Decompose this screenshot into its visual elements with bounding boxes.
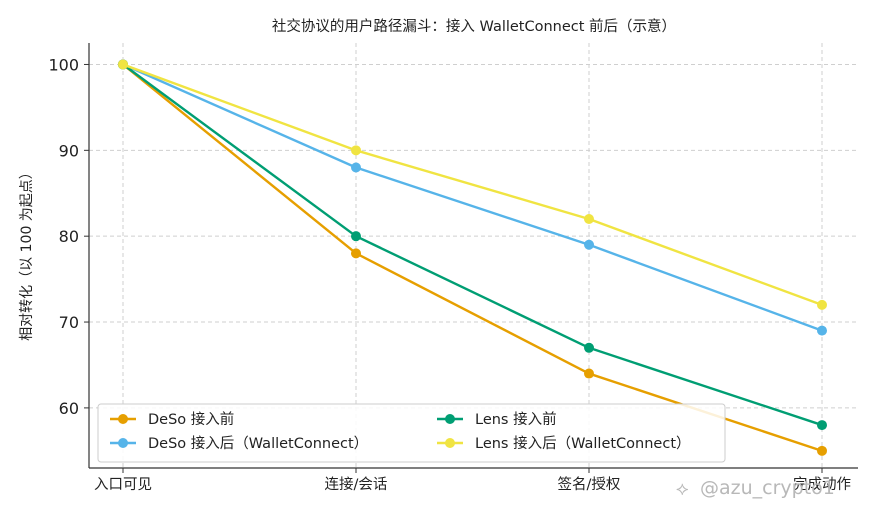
x-tick-label: 连接/会话: [325, 476, 388, 493]
y-tick-label: 60: [59, 399, 79, 418]
series-line: [122, 63, 823, 306]
data-point: [584, 368, 594, 379]
data-point: [351, 145, 361, 156]
series-line: [122, 63, 823, 452]
data-point: [817, 420, 827, 431]
data-point: [817, 325, 827, 336]
y-ticks: 60 70 80 90 100: [48, 55, 89, 418]
legend-swatch-marker: [445, 414, 455, 424]
chart-title: 社交协议的用户路径漏斗：接入 WalletConnect 前后（示意）: [272, 17, 676, 35]
data-point: [817, 445, 827, 456]
y-axis-label: 相对转化（以 100 为起点）: [19, 165, 35, 341]
data-point: [351, 231, 361, 242]
watermark-icon: ⟡: [676, 478, 689, 500]
y-tick-label: 80: [59, 227, 79, 246]
series-lines: [118, 59, 827, 456]
legend-label: DeSo 接入前: [148, 411, 234, 428]
data-point: [118, 59, 128, 70]
series-line: [122, 63, 823, 332]
legend-swatch-marker: [445, 438, 455, 448]
axes: [88, 43, 858, 469]
legend-swatch-marker: [118, 438, 128, 448]
y-tick-label: 70: [59, 313, 79, 332]
y-tick-label: 90: [59, 141, 79, 160]
x-ticks: 入口可见 连接/会话 签名/授权 完成动作: [94, 468, 851, 493]
data-point: [584, 239, 594, 250]
x-tick-label: 完成动作: [793, 476, 851, 493]
legend-label: Lens 接入前: [475, 411, 557, 428]
y-tick-label: 100: [48, 55, 79, 74]
legend-box: [97, 403, 726, 463]
data-point: [351, 248, 361, 259]
watermark-text: @azu_crypto1: [700, 477, 835, 499]
legend-label: DeSo 接入后（WalletConnect）: [148, 435, 368, 452]
watermark: ⟡ @azu_crypto1: [676, 477, 835, 500]
legend: DeSo 接入前 DeSo 接入后（WalletConnect） Lens 接入前 L…: [97, 403, 726, 463]
data-point: [584, 342, 594, 353]
x-tick-label: 签名/授权: [558, 476, 621, 493]
data-point: [584, 214, 594, 225]
legend-swatch-marker: [118, 414, 128, 424]
data-point: [817, 299, 827, 310]
legend-label: Lens 接入后（WalletConnect）: [475, 435, 691, 452]
data-point: [351, 162, 361, 173]
series-line: [122, 63, 823, 427]
x-tick-label: 入口可见: [94, 477, 152, 493]
